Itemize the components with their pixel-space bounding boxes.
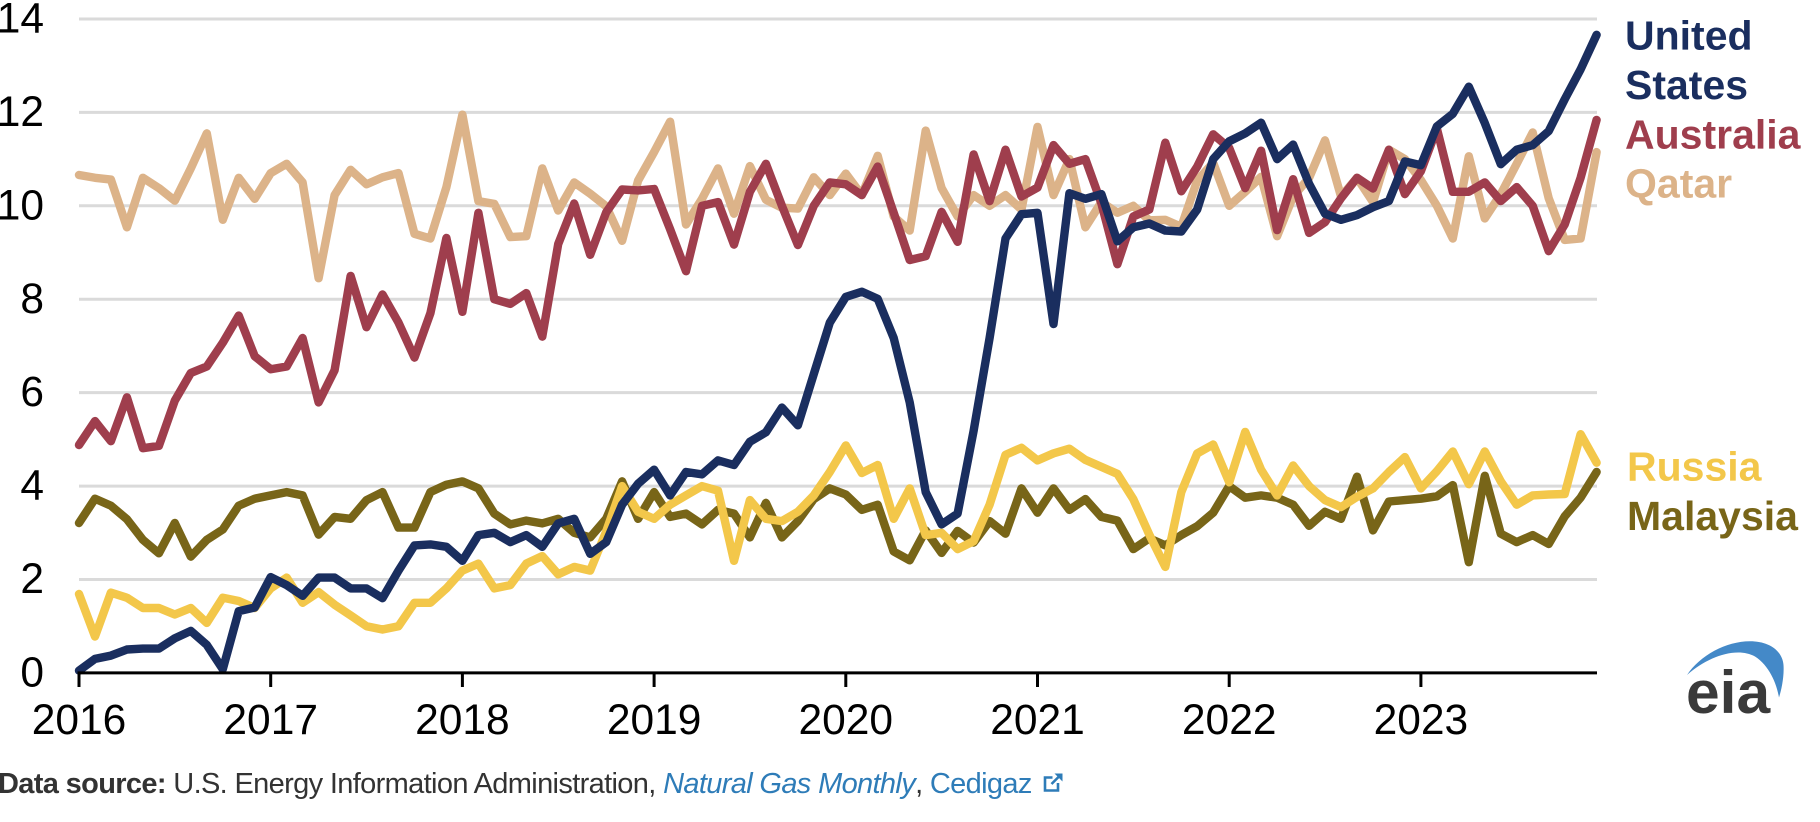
svg-text:2023: 2023 (1374, 697, 1469, 744)
svg-text:10: 10 (0, 182, 44, 229)
svg-text:0: 0 (20, 650, 44, 697)
svg-text:Malaysia: Malaysia (1627, 493, 1799, 539)
svg-text:States: States (1625, 62, 1748, 108)
svg-text:2017: 2017 (223, 697, 318, 744)
svg-text:Data source: U.S. Energy Infor: Data source: U.S. Energy Information Adm… (0, 768, 1032, 800)
svg-text:2018: 2018 (415, 697, 510, 744)
svg-text:4: 4 (20, 463, 44, 510)
svg-text:2021: 2021 (990, 697, 1085, 744)
svg-text:6: 6 (20, 369, 44, 416)
svg-text:Australia: Australia (1625, 112, 1802, 158)
svg-text:8: 8 (20, 276, 44, 323)
svg-text:Russia: Russia (1627, 444, 1763, 490)
svg-text:Qatar: Qatar (1625, 161, 1732, 207)
svg-text:United: United (1625, 13, 1753, 59)
svg-text:2022: 2022 (1182, 697, 1277, 744)
svg-text:2019: 2019 (607, 697, 702, 744)
svg-text:14: 14 (0, 0, 44, 43)
svg-text:2020: 2020 (799, 697, 894, 744)
svg-text:2016: 2016 (32, 697, 127, 744)
svg-text:12: 12 (0, 89, 44, 136)
svg-text:eia: eia (1686, 658, 1771, 726)
svg-text:2: 2 (20, 556, 44, 603)
